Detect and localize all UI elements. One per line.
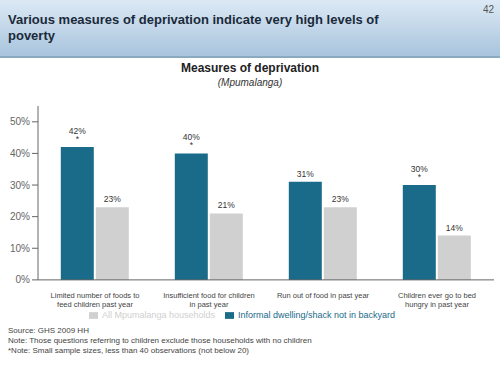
- svg-text:23%: 23%: [332, 194, 349, 204]
- svg-text:42%*: 42%*: [69, 126, 86, 145]
- html-text:Various measures of deprivatio: Various measures of deprivation indicate…: [8, 12, 379, 43]
- svg-text:Insufficient food for children: Insufficient food for childrenin past ye…: [163, 291, 255, 309]
- svg-text:30%*: 30%*: [411, 164, 428, 183]
- svg-text:20%: 20%: [10, 211, 30, 222]
- svg-text:40%: 40%: [10, 148, 30, 159]
- html-text:Source: GHS 2009 HH Note: Thos: Source: GHS 2009 HH Note: Those question…: [8, 326, 312, 355]
- svg-text:Limited number of foods tofeed: Limited number of foods tofeed children …: [51, 291, 140, 309]
- svg-text:40%*: 40%*: [183, 132, 200, 151]
- svg-text:21%: 21%: [218, 200, 235, 210]
- html-text:Informal dwelling/shack not in: Informal dwelling/shack not in backyard: [238, 309, 396, 320]
- svg-text:31%: 31%: [297, 169, 314, 179]
- svg-text:23%: 23%: [104, 194, 121, 204]
- html-text:All Mpumalanga households: All Mpumalanga households: [101, 309, 215, 320]
- html-text:Measures of deprivation: Measures of deprivation: [181, 61, 319, 75]
- html-text:(Mpumalanga): (Mpumalanga): [217, 77, 283, 88]
- svg-text:50%: 50%: [10, 116, 30, 127]
- svg-text:14%: 14%: [446, 223, 463, 233]
- svg-text:10%: 10%: [10, 243, 30, 254]
- svg-text:Children ever go to bedhungry: Children ever go to bedhungry in past ye…: [398, 291, 476, 309]
- html-text:42: 42: [482, 4, 494, 15]
- svg-text:Run out of food in past year: Run out of food in past year: [277, 291, 370, 300]
- svg-text:0%: 0%: [16, 274, 31, 285]
- svg-text:30%: 30%: [10, 180, 30, 191]
